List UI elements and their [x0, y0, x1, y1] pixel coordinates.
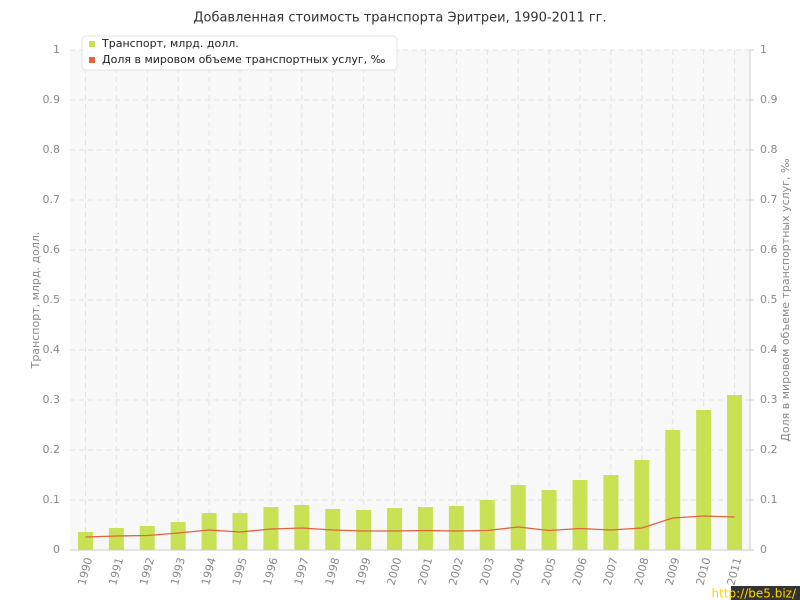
bar [665, 430, 681, 550]
watermark: http://be5.biz/ [711, 587, 796, 600]
x-tick-label: 2010 [694, 556, 714, 586]
y2-tick-label: 0 [760, 543, 767, 556]
x-tick-label: 2006 [570, 556, 590, 586]
legend-box [81, 35, 398, 71]
legend-swatch [89, 41, 95, 47]
x-tick-label: 1998 [323, 556, 343, 586]
bar [356, 510, 372, 550]
bar [77, 532, 93, 550]
legend-label: Транспорт, млрд. долл. [101, 37, 239, 50]
line [85, 515, 735, 538]
x-tick-label: 2011 [725, 556, 745, 586]
watermark-bg [731, 586, 800, 600]
bar [387, 508, 403, 550]
chart-title: Добавленная стоимость транспорта Эритреи… [193, 11, 606, 26]
bar [541, 490, 557, 550]
bar [201, 513, 217, 550]
x-tick-label: 1992 [137, 556, 157, 586]
y2-tick-label: 0.7 [760, 193, 778, 206]
y2-tick-label: 0.4 [760, 343, 778, 356]
bar [448, 506, 464, 550]
x-tick-label: 2008 [632, 556, 652, 586]
legend-label: Доля в мировом объеме транспортных услуг… [102, 53, 386, 66]
y2-tick-label: 0.3 [760, 393, 778, 406]
y-tick-label: 0.5 [43, 293, 61, 306]
y-tick-label: 0.3 [43, 393, 61, 406]
y2-tick-label: 0.1 [760, 493, 778, 506]
x-tick-label: 2007 [601, 556, 621, 586]
bar [727, 395, 743, 550]
y2-axis-title: Доля в мировом объеме транспортных услуг… [779, 158, 792, 442]
bar [479, 500, 495, 550]
x-tick-label: 2002 [446, 556, 466, 586]
y-tick-label: 0.8 [43, 143, 61, 156]
bar [170, 522, 186, 550]
x-tick-label: 2001 [415, 556, 435, 586]
bar [696, 410, 712, 550]
bar [572, 480, 588, 550]
y-tick-label: 0.2 [43, 443, 61, 456]
y-tick-label: 0.1 [43, 493, 61, 506]
y-tick-label: 0.4 [43, 343, 61, 356]
x-tick-label: 1996 [261, 556, 281, 586]
y-tick-label: 0 [53, 543, 60, 556]
x-tick-label: 1997 [292, 556, 312, 586]
y2-tick-label: 0.8 [760, 143, 778, 156]
bar [139, 526, 155, 550]
x-tick-label: 1994 [199, 556, 219, 586]
x-tick-label: 2004 [508, 556, 528, 586]
y-axis-title: Транспорт, млрд. долл. [29, 232, 42, 370]
x-tick-label: 2009 [663, 556, 683, 586]
y2-tick-label: 0.2 [760, 443, 778, 456]
y-tick-label: 0.7 [43, 193, 61, 206]
x-tick-label: 1991 [106, 556, 126, 586]
x-tick-label: 1990 [75, 556, 95, 586]
x-tick-label: 1993 [168, 556, 188, 586]
y2-tick-label: 1 [760, 43, 767, 56]
y2-tick-label: 0.6 [760, 243, 778, 256]
x-tick-label: 2003 [477, 556, 497, 586]
y2-tick-label: 0.5 [760, 293, 778, 306]
bar [417, 507, 433, 550]
bar [603, 475, 619, 550]
x-tick-label: 1999 [354, 556, 374, 586]
y-tick-label: 1 [53, 43, 60, 56]
bar [510, 485, 526, 550]
y-tick-label: 0.9 [43, 93, 61, 106]
x-tick-label: 2000 [385, 556, 405, 586]
bar [634, 460, 650, 550]
x-tick-label: 2005 [539, 556, 559, 586]
y-tick-label: 0.6 [43, 243, 61, 256]
y2-tick-label: 0.9 [760, 93, 778, 106]
bar [108, 528, 124, 550]
x-tick-label: 1995 [230, 556, 250, 586]
legend-swatch [89, 57, 95, 63]
